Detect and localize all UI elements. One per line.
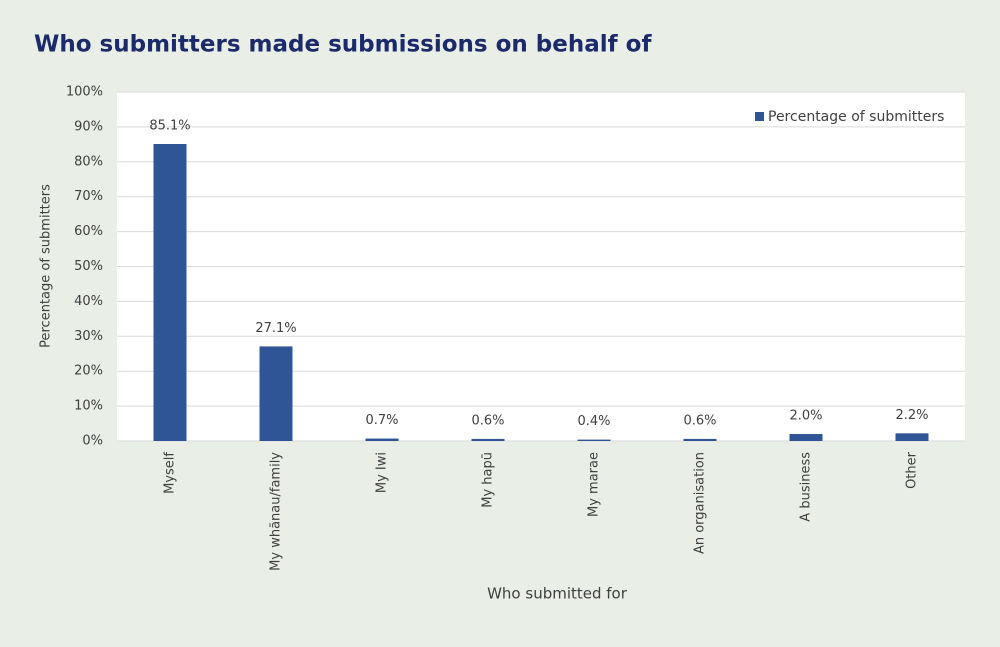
- value-label: 2.2%: [895, 408, 928, 423]
- x-axis-label: Who submitted for: [487, 585, 628, 603]
- x-tick-label: My hapū: [481, 452, 496, 508]
- y-tick-label: 10%: [74, 399, 103, 414]
- x-tick-label: An organisation: [693, 452, 708, 554]
- y-tick-label: 20%: [74, 364, 103, 379]
- value-label: 27.1%: [255, 321, 296, 336]
- y-tick-label: 60%: [74, 224, 103, 239]
- value-label: 0.6%: [471, 413, 504, 428]
- value-label: 0.4%: [577, 414, 610, 429]
- y-tick-label: 70%: [74, 189, 103, 204]
- y-tick-label: 40%: [74, 294, 103, 309]
- y-tick-label: 90%: [74, 119, 103, 134]
- value-label: 85.1%: [149, 119, 190, 134]
- bar: [789, 434, 823, 441]
- legend-label: Percentage of submitters: [768, 109, 944, 125]
- x-tick-label: Other: [905, 451, 920, 489]
- bar: [577, 439, 611, 441]
- y-tick-label: 50%: [74, 259, 103, 274]
- bar: [259, 346, 293, 441]
- x-tick-label: Myself: [163, 452, 178, 494]
- bar: [471, 438, 505, 441]
- value-label: 0.7%: [365, 413, 398, 428]
- x-tick-label: A business: [799, 452, 814, 522]
- chart-title: Who submitters made submissions on behal…: [34, 32, 652, 58]
- bar: [153, 144, 187, 441]
- value-label: 0.6%: [683, 413, 716, 428]
- x-tick-label: My marae: [587, 452, 602, 517]
- x-tick-label: My whānau/family: [269, 452, 284, 571]
- y-tick-label: 100%: [66, 85, 103, 100]
- bar: [683, 438, 717, 441]
- y-axis-label: Percentage of submitters: [39, 184, 54, 348]
- value-label: 2.0%: [789, 409, 822, 424]
- y-tick-label: 80%: [74, 154, 103, 169]
- x-tick-label: My Iwi: [375, 452, 390, 493]
- y-tick-label: 0%: [82, 434, 103, 449]
- bar: [895, 433, 929, 441]
- legend-swatch: [755, 112, 764, 121]
- y-tick-label: 30%: [74, 329, 103, 344]
- bar: [365, 438, 399, 441]
